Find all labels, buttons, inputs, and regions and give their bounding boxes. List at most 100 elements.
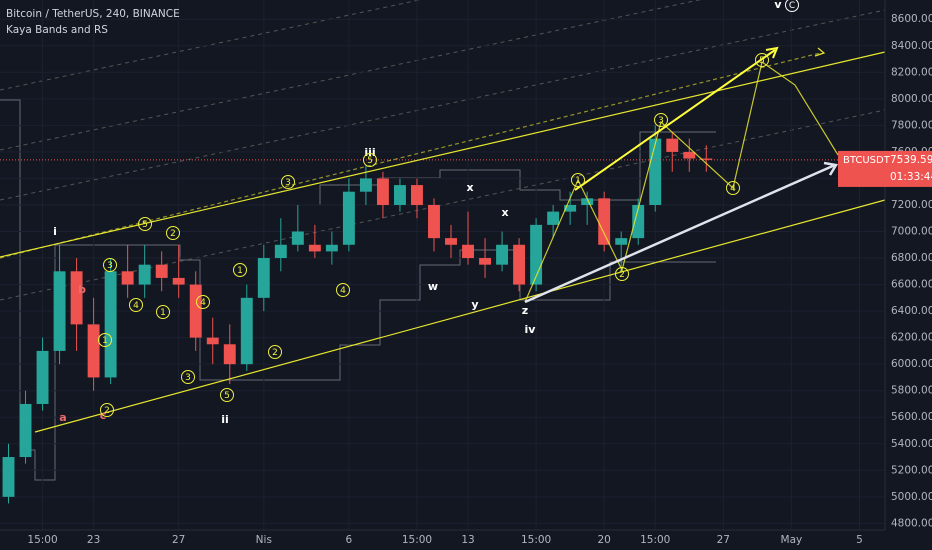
y-tick-label: 5400.00 — [891, 438, 932, 450]
annotation-circle — [785, 0, 799, 12]
wave-label: 2 — [170, 229, 176, 239]
indicator-name: Kaya Bands and RS — [6, 24, 108, 36]
last-price-label: 7539.59 — [890, 154, 932, 166]
wave-label: 1 — [237, 266, 243, 276]
candle-body — [581, 198, 594, 205]
wave-label: 3 — [185, 373, 191, 383]
candle-body — [104, 271, 117, 378]
candle-body — [598, 198, 611, 245]
wave-label: 4 — [200, 298, 206, 308]
annotation-circle — [220, 388, 234, 402]
candle-body — [291, 231, 304, 245]
annotation-circle — [571, 173, 585, 187]
y-tick-label: 6800.00 — [891, 252, 932, 264]
wave-label: 4 — [340, 286, 346, 296]
wave-label: 1 — [160, 308, 166, 318]
wave-label: i — [53, 225, 57, 238]
candle-body — [479, 258, 492, 265]
annotation-circle — [129, 298, 143, 312]
candle-body — [274, 244, 287, 259]
candles — [0, 125, 885, 504]
candle-body — [428, 204, 440, 239]
wave-label: ii — [221, 413, 229, 426]
candle-body — [564, 204, 577, 212]
fib-line — [0, 109, 886, 301]
price-tag — [838, 150, 932, 187]
candle-body — [70, 271, 83, 325]
annotation-circle — [281, 175, 295, 189]
candle-body — [138, 264, 151, 285]
fib-lines — [0, 0, 886, 301]
candle-body — [359, 178, 372, 192]
candle-body — [19, 403, 32, 458]
candle-body — [206, 337, 219, 345]
y-tick-label: 8000.00 — [891, 93, 932, 105]
wave-label: 4 — [730, 184, 736, 194]
wave-label: C — [789, 1, 795, 11]
x-tick-label: 6 — [346, 534, 353, 546]
x-tick-label: 23 — [87, 534, 100, 546]
candle-body — [121, 271, 134, 285]
candle-body — [632, 204, 645, 239]
wave-label: w — [428, 280, 438, 293]
y-tick-label: 7200.00 — [891, 199, 932, 211]
chart-title: Bitcoin / TetherUS, 240, BINANCE — [6, 8, 180, 20]
x-tick-label: Nis — [256, 534, 272, 546]
y-tick-label: 4800.00 — [891, 517, 932, 529]
y-tick-label: 5000.00 — [891, 491, 932, 503]
candle-body — [53, 271, 66, 351]
candle-body — [240, 297, 253, 365]
grid — [0, 0, 885, 530]
candle-body — [155, 264, 168, 278]
wave-label: iii — [364, 146, 375, 159]
drawings — [0, 46, 886, 433]
x-tick-label: 13 — [461, 534, 474, 546]
y-tick-label: 7800.00 — [891, 119, 932, 131]
wave-label: 4 — [133, 301, 139, 311]
symbol-label: BTCUSDT — [843, 155, 891, 166]
annotation-circle — [103, 258, 117, 272]
wave-label: 1 — [575, 176, 581, 186]
annotation-circle — [268, 345, 282, 359]
candle-body — [87, 324, 100, 378]
y-tick-label: 5600.00 — [891, 411, 932, 423]
candle-body — [530, 224, 543, 285]
annotation-circle — [196, 295, 210, 309]
x-tick-label: 15:00 — [27, 534, 57, 546]
wave-path — [524, 60, 839, 303]
channel-dashed — [0, 52, 821, 259]
annotation-circle — [138, 217, 152, 231]
annotation-circle — [755, 53, 769, 67]
annotation-circle — [98, 333, 112, 347]
x-tick-label: 20 — [597, 534, 610, 546]
annotation-circle — [166, 226, 180, 240]
y-tick-label: 6400.00 — [891, 305, 932, 317]
candle-body — [411, 185, 423, 205]
wave-label: 3 — [107, 261, 113, 271]
candle-body — [376, 178, 389, 205]
candle-body — [683, 151, 696, 159]
y-tick-label: 6200.00 — [891, 332, 932, 344]
candle-body — [547, 211, 560, 225]
wave-label: 5 — [224, 391, 230, 401]
annotation-circle — [156, 305, 170, 319]
y-tick-label: 8600.00 — [891, 13, 932, 25]
candle-body — [257, 258, 270, 298]
candle-body — [325, 244, 338, 252]
candle-body — [393, 185, 406, 205]
wave-label: 2 — [272, 348, 278, 358]
candle-body — [189, 284, 202, 338]
candle-body — [513, 244, 526, 285]
x-tick-label: May — [781, 534, 803, 546]
arrow-head — [823, 161, 839, 176]
annotation-circle — [181, 370, 195, 384]
wave-label: x — [466, 181, 473, 194]
arrow-head — [814, 47, 826, 57]
annotation-circle — [654, 113, 668, 127]
wave-label: x — [501, 206, 508, 219]
x-tick-label: 15:00 — [402, 534, 432, 546]
wave-label: iv — [525, 323, 537, 336]
